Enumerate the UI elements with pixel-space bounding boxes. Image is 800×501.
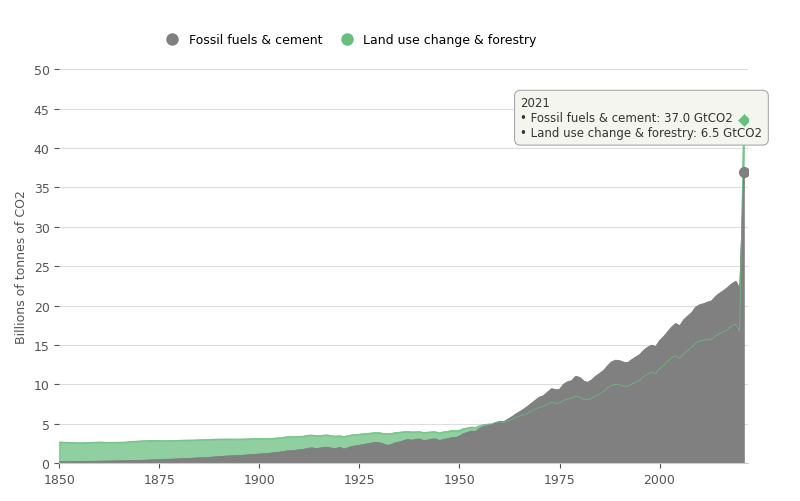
- Y-axis label: Billions of tonnes of CO2: Billions of tonnes of CO2: [15, 190, 28, 344]
- Legend: Fossil fuels & cement, Land use change & forestry: Fossil fuels & cement, Land use change &…: [155, 29, 542, 52]
- Text: 2021
• Fossil fuels & cement: 37.0 GtCO2
• Land use change & forestry: 6.5 GtCO2: 2021 • Fossil fuels & cement: 37.0 GtCO2…: [521, 97, 762, 140]
